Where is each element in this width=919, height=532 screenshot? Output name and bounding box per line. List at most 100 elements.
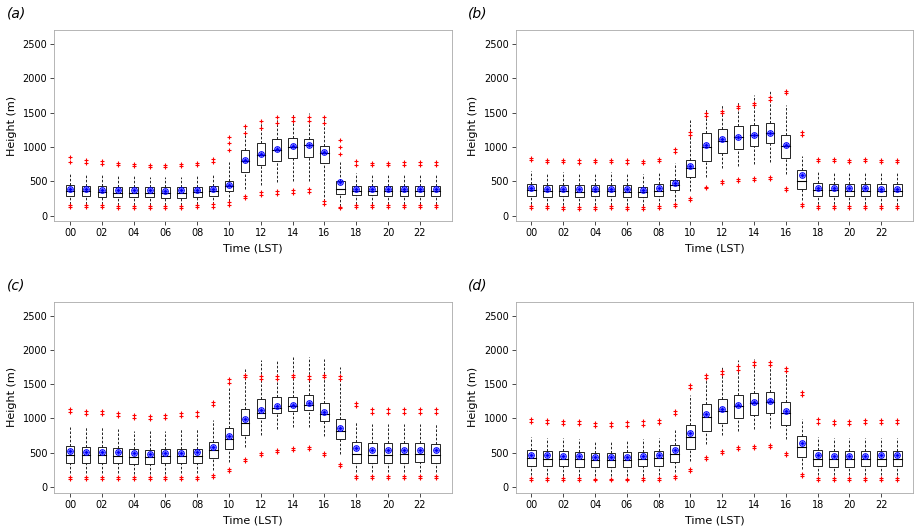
X-axis label: Time (LST): Time (LST) <box>223 244 282 254</box>
Bar <box>209 442 217 458</box>
Bar <box>622 452 630 467</box>
Bar <box>431 186 439 196</box>
Bar <box>256 143 265 165</box>
Bar <box>669 180 678 190</box>
Bar <box>383 443 392 463</box>
Bar <box>335 419 345 439</box>
Bar <box>845 184 853 196</box>
Bar <box>574 185 583 197</box>
Bar <box>812 182 822 196</box>
Bar <box>368 186 376 195</box>
Bar <box>113 448 122 463</box>
Bar <box>224 428 233 449</box>
Bar <box>161 187 170 198</box>
Bar <box>82 186 90 196</box>
Bar <box>765 392 774 413</box>
Bar <box>65 185 74 196</box>
X-axis label: Time (LST): Time (LST) <box>684 515 743 525</box>
Bar <box>749 125 757 146</box>
Bar <box>638 452 646 467</box>
Bar <box>399 186 408 196</box>
Bar <box>415 186 424 196</box>
Bar <box>828 451 837 467</box>
Bar <box>860 184 868 196</box>
Bar <box>399 443 408 462</box>
Bar <box>193 187 201 197</box>
Bar <box>161 449 170 463</box>
Bar <box>304 139 312 156</box>
Bar <box>272 397 281 413</box>
Bar <box>65 446 74 463</box>
Bar <box>653 184 663 196</box>
Bar <box>701 404 710 431</box>
Bar <box>606 453 615 467</box>
Text: (c): (c) <box>6 278 25 292</box>
Bar <box>97 447 107 462</box>
Bar <box>876 451 885 467</box>
Bar <box>559 451 567 467</box>
Bar <box>749 393 757 415</box>
Bar <box>368 443 376 463</box>
Bar <box>780 135 789 157</box>
Bar <box>733 395 742 418</box>
Bar <box>653 451 663 466</box>
Bar <box>320 146 328 163</box>
Bar <box>352 186 360 195</box>
Bar <box>383 186 392 196</box>
Bar <box>176 448 186 463</box>
Bar <box>590 185 599 196</box>
Bar <box>876 184 885 196</box>
Bar <box>891 451 901 466</box>
Text: (d): (d) <box>468 278 487 292</box>
Bar <box>145 450 153 464</box>
Bar <box>574 452 583 467</box>
Bar <box>717 129 726 153</box>
Y-axis label: Height (m): Height (m) <box>7 367 17 427</box>
Bar <box>686 426 694 448</box>
Bar <box>606 185 615 196</box>
Bar <box>193 448 201 463</box>
Bar <box>701 132 710 161</box>
Bar <box>812 450 822 467</box>
Bar <box>97 186 107 197</box>
Bar <box>828 184 837 196</box>
Y-axis label: Height (m): Height (m) <box>7 96 17 156</box>
Bar <box>272 139 281 161</box>
Bar <box>335 181 345 194</box>
Bar <box>638 187 646 197</box>
Bar <box>780 402 789 425</box>
Bar <box>891 184 901 196</box>
Bar <box>527 450 535 466</box>
Bar <box>590 453 599 467</box>
Bar <box>765 123 774 144</box>
Bar <box>241 409 249 435</box>
Bar <box>845 451 853 467</box>
Bar <box>797 436 805 457</box>
Text: (a): (a) <box>6 7 26 21</box>
Text: (b): (b) <box>468 7 487 21</box>
Bar <box>686 160 694 177</box>
Bar <box>288 138 297 158</box>
Bar <box>241 149 249 172</box>
Y-axis label: Height (m): Height (m) <box>468 367 478 427</box>
Bar <box>113 187 122 197</box>
Bar <box>542 451 551 466</box>
Bar <box>209 186 217 196</box>
X-axis label: Time (LST): Time (LST) <box>223 515 282 525</box>
Bar <box>130 449 138 463</box>
Bar <box>415 443 424 462</box>
Bar <box>431 444 439 462</box>
Bar <box>860 451 868 467</box>
Bar <box>542 185 551 197</box>
Y-axis label: Height (m): Height (m) <box>468 96 478 156</box>
Bar <box>176 187 186 198</box>
Bar <box>304 395 312 410</box>
Bar <box>527 184 535 196</box>
X-axis label: Time (LST): Time (LST) <box>684 244 743 254</box>
Bar <box>622 186 630 197</box>
Bar <box>256 400 265 418</box>
Bar <box>320 403 328 421</box>
Bar <box>145 187 153 197</box>
Bar <box>559 185 567 196</box>
Bar <box>288 397 297 411</box>
